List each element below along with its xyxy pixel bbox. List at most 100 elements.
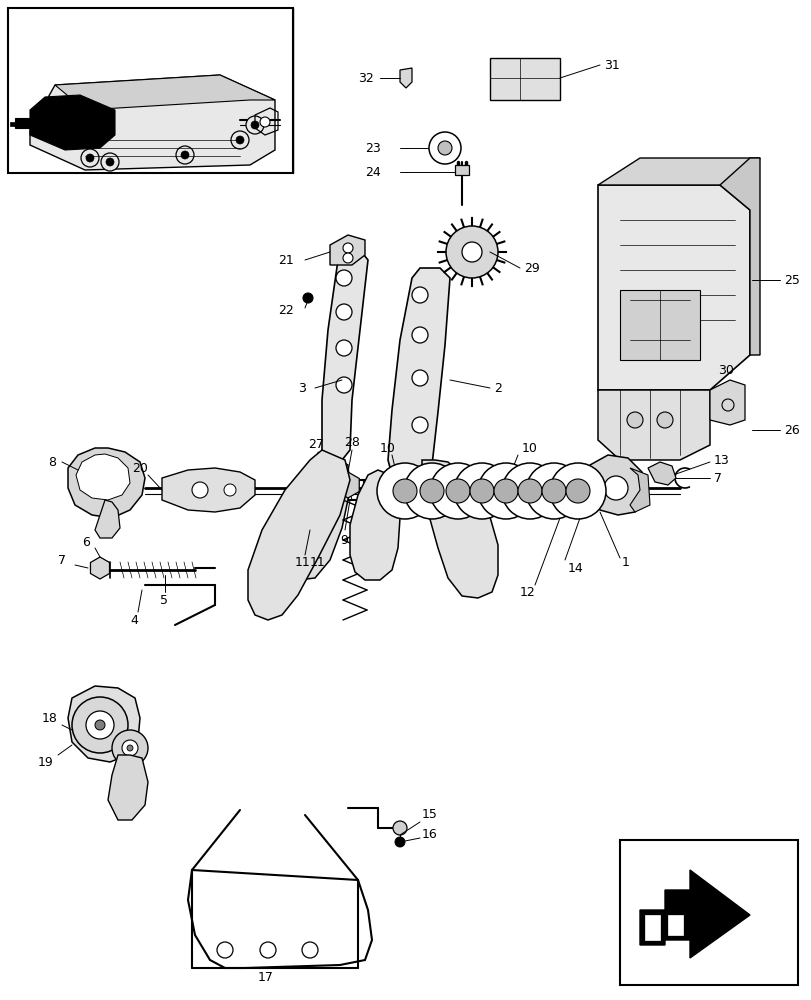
Text: 22: 22 xyxy=(277,304,294,316)
Polygon shape xyxy=(55,75,275,110)
Polygon shape xyxy=(68,686,139,762)
Circle shape xyxy=(101,153,119,171)
Circle shape xyxy=(437,141,452,155)
Circle shape xyxy=(81,149,99,167)
Circle shape xyxy=(302,942,318,958)
Circle shape xyxy=(445,226,497,278)
Circle shape xyxy=(419,479,444,503)
Circle shape xyxy=(342,243,353,253)
Circle shape xyxy=(461,242,482,262)
Circle shape xyxy=(656,412,672,428)
Text: 21: 21 xyxy=(277,253,294,266)
Circle shape xyxy=(127,745,133,751)
Circle shape xyxy=(626,412,642,428)
Circle shape xyxy=(336,377,351,393)
Polygon shape xyxy=(388,268,449,480)
Text: 25: 25 xyxy=(783,273,799,286)
Text: 19: 19 xyxy=(38,756,54,768)
Polygon shape xyxy=(597,158,759,185)
Polygon shape xyxy=(644,915,659,940)
Circle shape xyxy=(453,463,509,519)
Circle shape xyxy=(122,740,138,756)
Polygon shape xyxy=(329,235,365,265)
Circle shape xyxy=(251,121,259,129)
Text: 2: 2 xyxy=(493,381,501,394)
Polygon shape xyxy=(400,68,411,88)
Text: 13: 13 xyxy=(713,454,729,466)
Polygon shape xyxy=(90,557,109,579)
Circle shape xyxy=(549,463,605,519)
Polygon shape xyxy=(247,450,350,620)
Text: 18: 18 xyxy=(42,712,58,724)
Circle shape xyxy=(112,730,148,766)
Text: 10: 10 xyxy=(521,442,537,454)
Text: 27: 27 xyxy=(307,438,324,452)
Text: 11: 11 xyxy=(294,556,311,568)
Circle shape xyxy=(312,476,337,500)
Circle shape xyxy=(106,158,114,166)
Circle shape xyxy=(411,417,427,433)
Bar xyxy=(8,8,293,173)
Circle shape xyxy=(541,479,565,503)
Circle shape xyxy=(404,463,460,519)
Polygon shape xyxy=(709,380,744,425)
Polygon shape xyxy=(647,462,676,485)
Circle shape xyxy=(603,476,627,500)
Circle shape xyxy=(260,117,270,127)
Circle shape xyxy=(246,116,264,134)
Text: 32: 32 xyxy=(358,72,373,85)
Circle shape xyxy=(478,463,534,519)
Polygon shape xyxy=(667,915,682,935)
Polygon shape xyxy=(597,390,709,460)
Polygon shape xyxy=(10,122,18,126)
Circle shape xyxy=(393,821,406,835)
Text: 9: 9 xyxy=(340,534,347,546)
Text: 15: 15 xyxy=(422,808,437,821)
Text: 17: 17 xyxy=(258,971,273,984)
Polygon shape xyxy=(277,460,350,580)
Circle shape xyxy=(181,151,189,159)
Polygon shape xyxy=(422,460,497,598)
Circle shape xyxy=(428,132,461,164)
Circle shape xyxy=(411,370,427,386)
Polygon shape xyxy=(597,185,749,390)
Text: 7: 7 xyxy=(58,554,66,566)
Circle shape xyxy=(493,479,517,503)
Polygon shape xyxy=(584,455,644,515)
Text: 5: 5 xyxy=(160,593,168,606)
Text: 20: 20 xyxy=(132,462,148,475)
Circle shape xyxy=(176,146,194,164)
Text: 26: 26 xyxy=(783,424,799,436)
Circle shape xyxy=(445,479,470,503)
Circle shape xyxy=(376,463,432,519)
Circle shape xyxy=(86,711,114,739)
Text: 10: 10 xyxy=(380,442,396,454)
Circle shape xyxy=(86,154,94,162)
Text: 29: 29 xyxy=(523,261,539,274)
Text: 6: 6 xyxy=(82,536,90,548)
Polygon shape xyxy=(639,870,749,958)
Text: 1: 1 xyxy=(621,556,629,568)
Circle shape xyxy=(336,340,351,356)
Circle shape xyxy=(342,253,353,263)
Text: 11: 11 xyxy=(310,556,325,568)
Polygon shape xyxy=(95,500,120,538)
Text: 16: 16 xyxy=(422,828,437,841)
Polygon shape xyxy=(15,118,35,128)
Circle shape xyxy=(565,479,590,503)
Text: 30: 30 xyxy=(717,363,733,376)
Polygon shape xyxy=(30,95,115,150)
Text: 7: 7 xyxy=(713,472,721,485)
Text: 14: 14 xyxy=(568,562,583,574)
Polygon shape xyxy=(489,58,560,100)
Polygon shape xyxy=(719,158,759,355)
Circle shape xyxy=(191,482,208,498)
Polygon shape xyxy=(108,755,148,820)
Polygon shape xyxy=(620,290,699,360)
Circle shape xyxy=(526,463,581,519)
Text: 28: 28 xyxy=(344,436,359,450)
Circle shape xyxy=(517,479,541,503)
Circle shape xyxy=(260,942,276,958)
Circle shape xyxy=(430,463,486,519)
Circle shape xyxy=(336,270,351,286)
